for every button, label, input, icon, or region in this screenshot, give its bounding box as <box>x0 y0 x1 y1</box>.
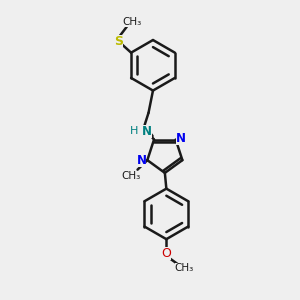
Text: CH₃: CH₃ <box>175 263 194 273</box>
Text: CH₃: CH₃ <box>122 171 141 181</box>
Text: O: O <box>161 247 171 260</box>
Text: S: S <box>114 35 123 48</box>
Text: N: N <box>142 125 152 138</box>
Text: N: N <box>136 154 146 167</box>
Text: H: H <box>130 126 139 136</box>
Text: N: N <box>176 132 186 145</box>
Text: CH₃: CH₃ <box>123 17 142 27</box>
